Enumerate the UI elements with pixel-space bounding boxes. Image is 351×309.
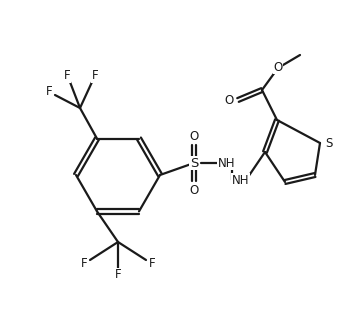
Text: F: F <box>81 257 87 270</box>
Text: F: F <box>46 85 52 98</box>
Text: O: O <box>190 129 199 142</box>
Text: O: O <box>224 94 234 107</box>
Text: O: O <box>190 184 199 197</box>
Text: NH: NH <box>232 173 250 187</box>
Text: F: F <box>148 257 155 270</box>
Text: S: S <box>325 137 333 150</box>
Text: F: F <box>115 269 121 281</box>
Text: S: S <box>190 156 198 170</box>
Text: F: F <box>92 69 98 82</box>
Text: O: O <box>273 61 283 74</box>
Text: F: F <box>64 69 71 82</box>
Text: NH: NH <box>218 156 236 170</box>
